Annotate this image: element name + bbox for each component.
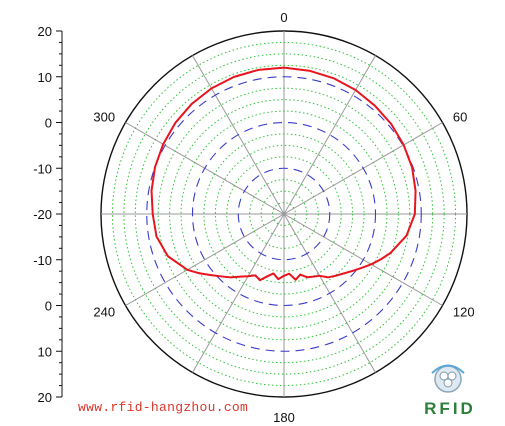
website-watermark: www.rfid-hangzhou.com: [78, 400, 249, 415]
radial-tick-label: -10: [33, 253, 52, 268]
series-layer: [150, 66, 417, 282]
major-ring: [191, 121, 377, 307]
minor-ring: [180, 110, 388, 318]
major-ring: [237, 167, 331, 261]
minor-ring: [214, 144, 354, 284]
rfid-logo-text: RFID: [424, 399, 476, 418]
radial-tick-label: -10: [33, 161, 52, 176]
radial-tick-label: 10: [38, 344, 52, 359]
minor-ring: [249, 179, 319, 249]
minor-ring: [272, 202, 296, 226]
radial-tick-label: -20: [33, 207, 52, 222]
radial-tick-label: 20: [38, 390, 52, 405]
angle-label: 60: [453, 110, 467, 125]
angle-label: 300: [93, 110, 115, 125]
major-ring: [146, 76, 422, 352]
angle-label: 240: [93, 305, 115, 320]
polar-grid: [100, 30, 468, 398]
minor-ring: [203, 133, 365, 295]
minor-ring: [226, 156, 342, 272]
radial-tick-label: 0: [45, 116, 52, 131]
minor-ring: [134, 64, 434, 364]
minor-ring: [111, 41, 457, 387]
angle-label: 0: [280, 10, 287, 25]
series-line: [150, 66, 417, 282]
angle-label: 120: [453, 305, 475, 320]
rfid-logo: RFID: [414, 362, 486, 418]
angle-labels: 0 60 120 180 240 300: [93, 10, 474, 425]
minor-ring: [157, 87, 411, 341]
angle-label: 180: [273, 410, 295, 425]
rfid-logo-icon: RFID: [424, 364, 476, 418]
minor-ring: [260, 190, 308, 238]
spoke-line: [192, 55, 376, 373]
minor-ring: [123, 53, 445, 375]
radial-tick-label: 10: [38, 70, 52, 85]
radial-tick-label: 20: [38, 24, 52, 39]
radial-tick-label: 0: [45, 299, 52, 314]
radial-axis: 20 10 0 -10 -20 -10 0 10 20: [33, 24, 63, 405]
minor-ring: [169, 99, 399, 329]
